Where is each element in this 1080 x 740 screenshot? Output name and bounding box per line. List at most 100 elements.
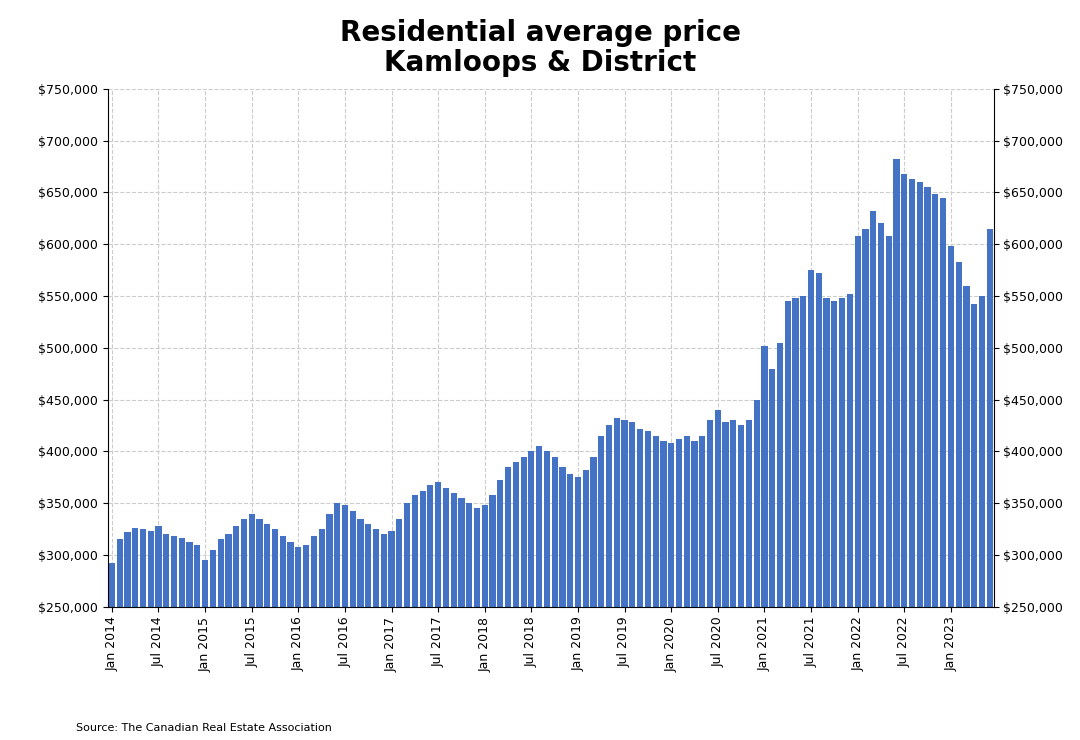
Bar [878, 223, 885, 740]
Bar [163, 534, 170, 740]
Bar [303, 545, 309, 740]
Bar [978, 296, 985, 740]
Bar [715, 410, 721, 740]
Bar [419, 491, 426, 740]
Bar [652, 436, 659, 740]
Bar [326, 514, 333, 740]
Text: Source: The Canadian Real Estate Association: Source: The Canadian Real Estate Associa… [76, 722, 332, 733]
Bar [404, 503, 410, 740]
Bar [171, 536, 177, 740]
Bar [132, 528, 138, 740]
Bar [202, 560, 208, 740]
Bar [823, 298, 829, 740]
Bar [940, 198, 946, 740]
Bar [194, 545, 201, 740]
Bar [552, 457, 557, 740]
Bar [373, 529, 379, 740]
Bar [396, 519, 403, 740]
Bar [295, 547, 301, 740]
Bar [630, 423, 635, 740]
Bar [544, 451, 550, 740]
Bar [909, 179, 915, 740]
Bar [280, 536, 286, 740]
Bar [428, 485, 433, 740]
Bar [567, 474, 573, 740]
Bar [621, 420, 627, 740]
Bar [411, 495, 418, 740]
Bar [521, 457, 527, 740]
Bar [893, 159, 900, 740]
Bar [435, 482, 442, 740]
Bar [723, 423, 729, 740]
Bar [187, 542, 192, 740]
Bar [156, 526, 162, 740]
Bar [613, 418, 620, 740]
Bar [924, 187, 931, 740]
Bar [754, 400, 759, 740]
Bar [357, 519, 364, 740]
Bar [256, 519, 262, 740]
Bar [109, 563, 114, 740]
Bar [233, 526, 240, 740]
Bar [761, 346, 768, 740]
Bar [948, 246, 954, 740]
Bar [676, 439, 683, 740]
Bar [870, 211, 876, 740]
Bar [606, 425, 612, 740]
Bar [839, 298, 846, 740]
Bar [272, 529, 279, 740]
Bar [265, 524, 270, 740]
Bar [450, 493, 457, 740]
Bar [342, 505, 348, 740]
Bar [311, 536, 316, 740]
Bar [350, 511, 355, 740]
Bar [660, 441, 666, 740]
Bar [334, 503, 340, 740]
Bar [217, 539, 224, 740]
Bar [148, 531, 153, 740]
Bar [971, 304, 977, 740]
Bar [901, 174, 907, 740]
Bar [559, 467, 566, 740]
Bar [963, 286, 970, 740]
Bar [862, 229, 868, 740]
Bar [178, 539, 185, 740]
Bar [932, 195, 939, 740]
Bar [669, 443, 674, 740]
Bar [497, 480, 503, 740]
Bar [832, 301, 837, 740]
Bar [226, 534, 231, 740]
Bar [380, 534, 387, 740]
Bar [505, 467, 511, 740]
Bar [591, 457, 596, 740]
Bar [582, 470, 589, 740]
Bar [769, 369, 775, 740]
Bar [467, 503, 472, 740]
Bar [598, 436, 605, 740]
Bar [536, 446, 542, 740]
Bar [956, 262, 962, 740]
Bar [482, 505, 488, 740]
Bar [319, 529, 325, 740]
Bar [575, 477, 581, 740]
Bar [528, 451, 535, 740]
Bar [241, 519, 247, 740]
Bar [287, 542, 294, 740]
Bar [987, 229, 993, 740]
Bar [489, 495, 496, 740]
Bar [691, 441, 698, 740]
Bar [117, 539, 123, 740]
Bar [248, 514, 255, 740]
Bar [854, 236, 861, 740]
Bar [139, 529, 146, 740]
Bar [730, 420, 737, 740]
Text: Residential average price: Residential average price [339, 19, 741, 47]
Bar [815, 273, 822, 740]
Bar [886, 236, 892, 740]
Bar [808, 270, 814, 740]
Bar [785, 301, 791, 740]
Bar [684, 436, 690, 740]
Bar [365, 524, 372, 740]
Bar [746, 420, 752, 740]
Bar [847, 294, 853, 740]
